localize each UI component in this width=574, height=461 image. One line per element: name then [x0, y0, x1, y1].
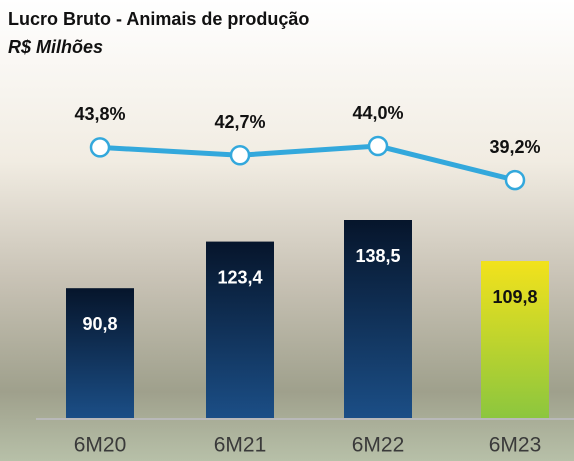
margin-label: 42,7%	[214, 112, 265, 132]
bar-value-label: 123,4	[217, 267, 262, 287]
margin-label: 39,2%	[489, 137, 540, 157]
margin-marker	[91, 138, 109, 156]
bar	[481, 261, 549, 418]
chart-title: Lucro Bruto - Animais de produção	[8, 9, 309, 29]
chart-subtitle: R$ Milhões	[8, 37, 103, 57]
x-tick-label: 6M21	[214, 434, 267, 457]
margin-label: 43,8%	[74, 104, 125, 124]
margin-marker	[231, 146, 249, 164]
margin-marker	[369, 137, 387, 155]
x-tick-label: 6M20	[74, 434, 127, 457]
bar-value-label: 90,8	[82, 314, 117, 334]
bar	[66, 288, 134, 418]
bar-value-label: 109,8	[492, 287, 537, 307]
x-tick-label: 6M23	[489, 434, 542, 457]
margin-marker	[506, 171, 524, 189]
margin-label: 44,0%	[352, 103, 403, 123]
x-tick-label: 6M22	[352, 434, 405, 457]
bar-value-label: 138,5	[355, 246, 400, 266]
chart: Lucro Bruto - Animais de produção R$ Mil…	[0, 0, 574, 461]
